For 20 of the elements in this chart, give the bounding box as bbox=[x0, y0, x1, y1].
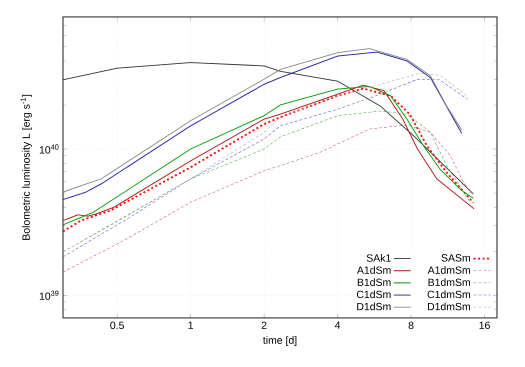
legend-label: A1dmSm bbox=[428, 266, 470, 274]
y-tick-label: 10$^{40}$ bbox=[40, 144, 59, 154]
x-tick-label: 2 bbox=[262, 322, 266, 329]
x-axis-title: time [d] bbox=[263, 336, 296, 346]
x-tick-label: 16 bbox=[480, 322, 490, 330]
x-tick-label: 4 bbox=[334, 322, 340, 329]
legend-label: D1dmSm bbox=[428, 302, 470, 310]
legend-label: B1dmSm bbox=[428, 278, 470, 286]
x-tick-label: 1 bbox=[188, 322, 194, 329]
legend-label: B1dSm bbox=[358, 278, 391, 286]
x-tick-label: 8 bbox=[408, 322, 414, 330]
legend-label: D1dSm bbox=[357, 302, 391, 310]
legend-label: C1dSm bbox=[356, 290, 391, 298]
legend-label: SASm bbox=[442, 254, 470, 262]
legend-label: SAk1 bbox=[366, 254, 391, 262]
y-tick-label: 10$^{39}$ bbox=[40, 290, 58, 300]
y-axis-title: Bolometric luminosity L [erg s$^{-1}$] bbox=[20, 94, 32, 240]
x-tick-label: 0.5 bbox=[110, 322, 124, 330]
legend-label: A1dSm bbox=[356, 266, 391, 274]
legend-label: C1dmSm bbox=[428, 290, 470, 298]
